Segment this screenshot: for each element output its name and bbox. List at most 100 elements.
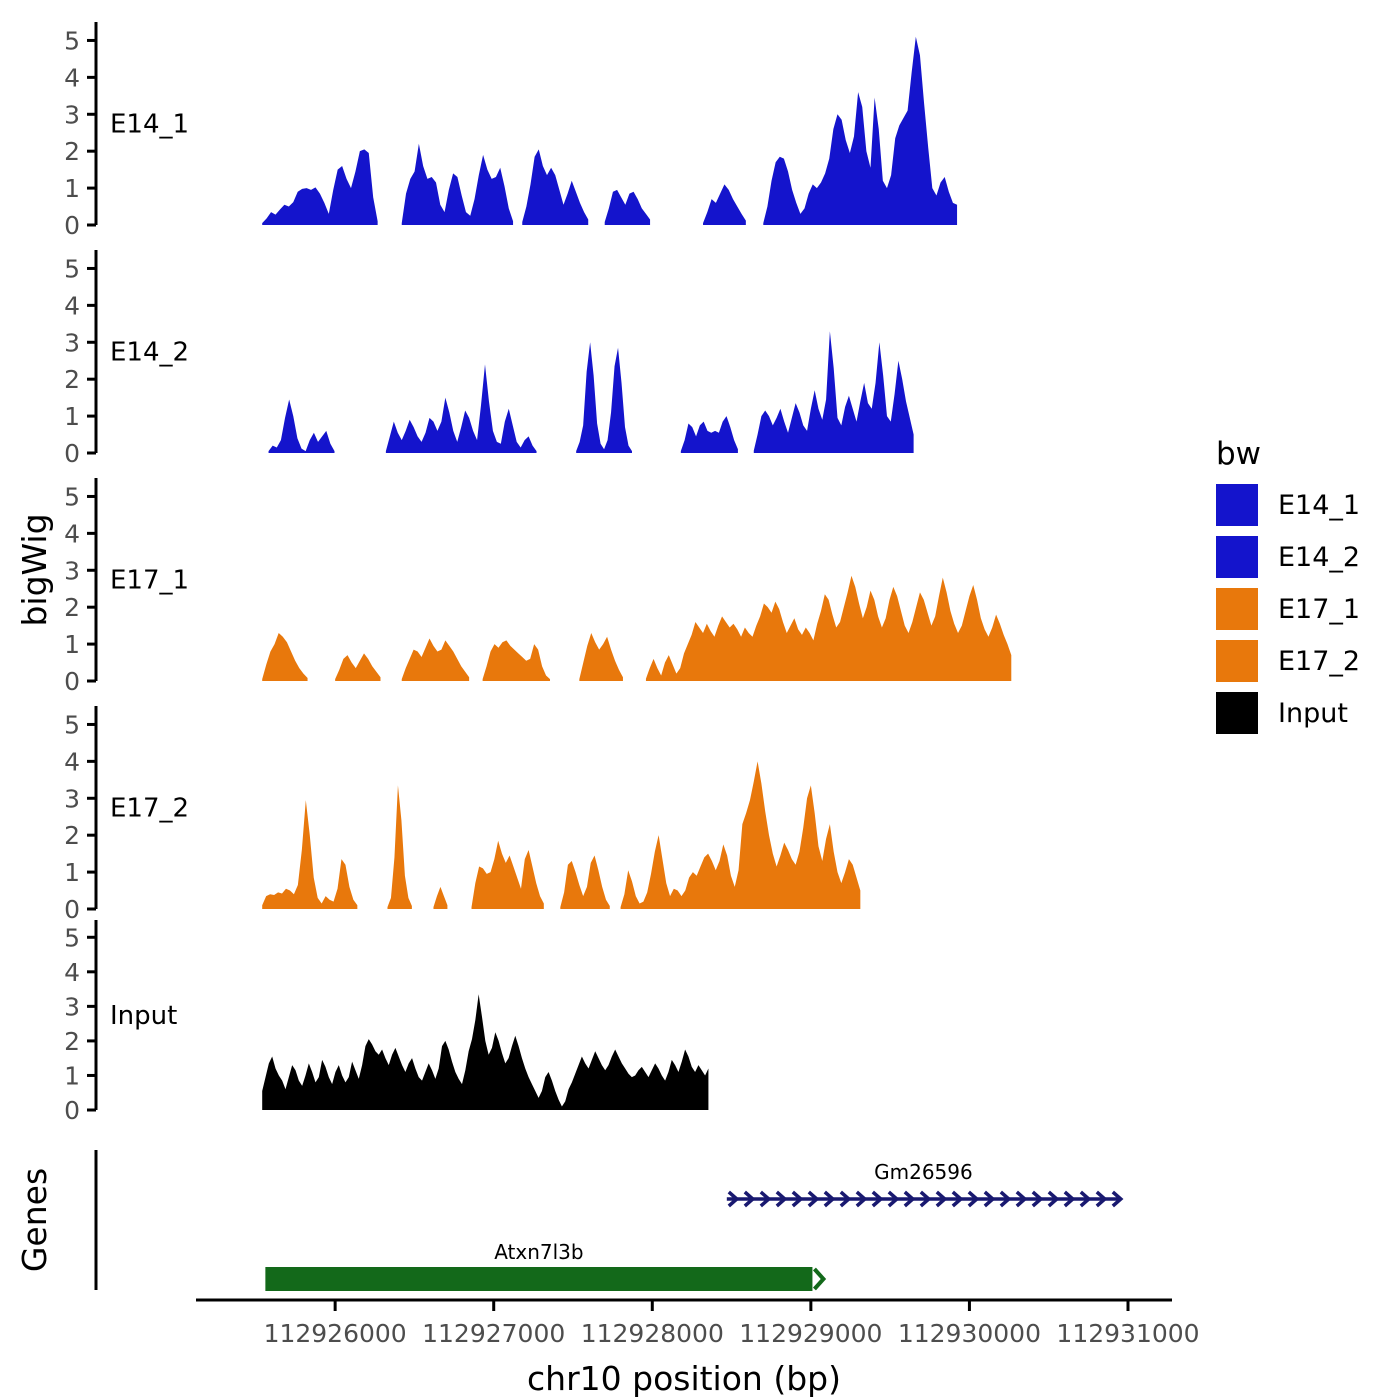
y-tick-label: 5	[64, 254, 80, 283]
legend-label-Input: Input	[1278, 698, 1348, 729]
y-tick-label: 3	[64, 328, 80, 357]
gene-label-Gm26596: Gm26596	[874, 1160, 973, 1184]
gene-arrow-icon	[983, 1190, 996, 1208]
gene-Atxn7l3b[interactable]	[265, 1267, 827, 1291]
panel-label-E14_1: E14_1	[110, 110, 189, 140]
gene-strand-marker-Atxn7l3b	[812, 1267, 827, 1291]
track-area-E17_1-3	[482, 640, 551, 681]
y-tick-label: 1	[64, 1061, 80, 1090]
track-panel-E17_1: 0 1 2 3 4 5 E17_1	[64, 478, 1012, 696]
y-tick-label: 2	[64, 137, 80, 166]
x-axis-title: chr10 position (bp)	[527, 1359, 841, 1398]
track-area-E17_2-3	[471, 840, 544, 909]
track-area-E17_2-4	[560, 855, 610, 909]
track-panel-E14_1: 0 1 2 3 4 5 E14_1	[64, 22, 958, 240]
genes-panel: Gm26596 Atxn7l3b	[94, 1150, 1124, 1291]
track-area-Input-0	[262, 994, 709, 1110]
x-tick-label: 112929000	[739, 1319, 882, 1348]
track-area-E17_1-5	[645, 575, 1012, 681]
track-area-E17_1-4	[579, 633, 623, 681]
gene-arrow-icon	[871, 1190, 884, 1208]
y-tick-label: 2	[64, 593, 80, 622]
panel-label-E17_1: E17_1	[110, 566, 189, 596]
track-area-E14_2-2	[576, 342, 632, 453]
y-tick-label: 5	[64, 923, 80, 952]
gene-arrow-icon	[839, 1190, 852, 1208]
y-tick-label: 4	[64, 291, 80, 320]
panel-label-E17_2: E17_2	[110, 794, 189, 824]
y-tick-label: 2	[64, 1027, 80, 1056]
y-tick-label: 4	[64, 519, 80, 548]
y-tick-label: 3	[64, 784, 80, 813]
y-tick-label: 5	[64, 482, 80, 511]
gene-arrow-icon	[1111, 1190, 1124, 1208]
y-tick-label: 1	[64, 630, 80, 659]
legend-title: bw	[1216, 436, 1261, 472]
legend-label-E17_1: E17_1	[1278, 594, 1360, 625]
x-tick-label: 112927000	[422, 1319, 565, 1348]
legend-swatch-Input[interactable]	[1216, 692, 1258, 734]
track-area-E17_2-5	[620, 761, 861, 909]
panel-label-Input: Input	[110, 1001, 177, 1031]
track-area-E14_1-5	[763, 36, 958, 225]
gene-arrow-icon	[903, 1190, 916, 1208]
y-tick-label: 1	[64, 402, 80, 431]
y-tick-label: 3	[64, 556, 80, 585]
x-tick-label: 112928000	[581, 1319, 724, 1348]
gene-arrow-icon	[727, 1190, 740, 1208]
legend-label-E14_2: E14_2	[1278, 542, 1360, 573]
y-tick-label: 1	[64, 174, 80, 203]
y-tick-label: 3	[64, 100, 80, 129]
genes-axis-title: Genes	[15, 1168, 54, 1272]
track-area-E14_1-1	[401, 143, 514, 225]
y-tick-label: 4	[64, 63, 80, 92]
gene-arrow-icon	[823, 1190, 836, 1208]
x-tick-label: 112930000	[898, 1319, 1041, 1348]
gene-arrow-icon	[1063, 1190, 1076, 1208]
gene-arrow-icon	[807, 1190, 820, 1208]
track-area-E17_1-1	[335, 653, 381, 681]
track-panel-E14_2: 0 1 2 3 4 5 E14_2	[64, 250, 914, 468]
y-tick-label: 5	[64, 26, 80, 55]
x-tick-label: 112926000	[264, 1319, 407, 1348]
gene-arrow-icon	[1047, 1190, 1060, 1208]
gene-arrow-icon	[743, 1190, 756, 1208]
track-area-E17_1-2	[401, 638, 470, 681]
gene-arrow-icon	[935, 1190, 948, 1208]
y-tick-label: 2	[64, 365, 80, 394]
x-axis: 112926000 112927000 112928000 112929000 1129…	[196, 1298, 1200, 1398]
gene-arrow-icon	[1015, 1190, 1028, 1208]
track-area-E17_1-0	[262, 633, 308, 681]
y-tick-label: 4	[64, 958, 80, 987]
y-tick-label: 5	[64, 710, 80, 739]
track-area-E14_1-3	[604, 189, 651, 225]
gene-arrow-icon	[791, 1190, 804, 1208]
legend-swatch-E14_2[interactable]	[1216, 536, 1258, 578]
track-area-E14_1-2	[522, 149, 589, 225]
track-area-E17_2-0	[262, 800, 358, 909]
legend-swatch-E17_1[interactable]	[1216, 588, 1258, 630]
x-tick-label: 112931000	[1056, 1319, 1199, 1348]
track-area-E14_1-0	[262, 149, 378, 225]
gene-arrow-icon	[855, 1190, 868, 1208]
gene-body-Atxn7l3b[interactable]	[265, 1267, 813, 1291]
legend-label-E14_1: E14_1	[1278, 490, 1360, 521]
legend-swatch-E14_1[interactable]	[1216, 484, 1258, 526]
gene-label-Atxn7l3b: Atxn7l3b	[494, 1240, 583, 1264]
gene-arrow-icon	[1079, 1190, 1092, 1208]
track-area-E17_2-2	[433, 886, 448, 909]
y-tick-label: 0	[64, 211, 80, 240]
gene-arrow-icon	[1031, 1190, 1044, 1208]
gene-arrow-icon	[967, 1190, 980, 1208]
gene-arrow-icon	[919, 1190, 932, 1208]
gene-arrow-icon	[775, 1190, 788, 1208]
gene-arrow-icon	[1095, 1190, 1108, 1208]
gene-arrow-icon	[999, 1190, 1012, 1208]
y-tick-label: 0	[64, 1096, 80, 1125]
y-tick-label: 0	[64, 895, 80, 924]
gene-Gm26596[interactable]	[726, 1190, 1124, 1208]
track-area-E14_1-4	[703, 184, 746, 225]
legend-swatch-E17_2[interactable]	[1216, 640, 1258, 682]
gene-arrow-icon	[951, 1190, 964, 1208]
